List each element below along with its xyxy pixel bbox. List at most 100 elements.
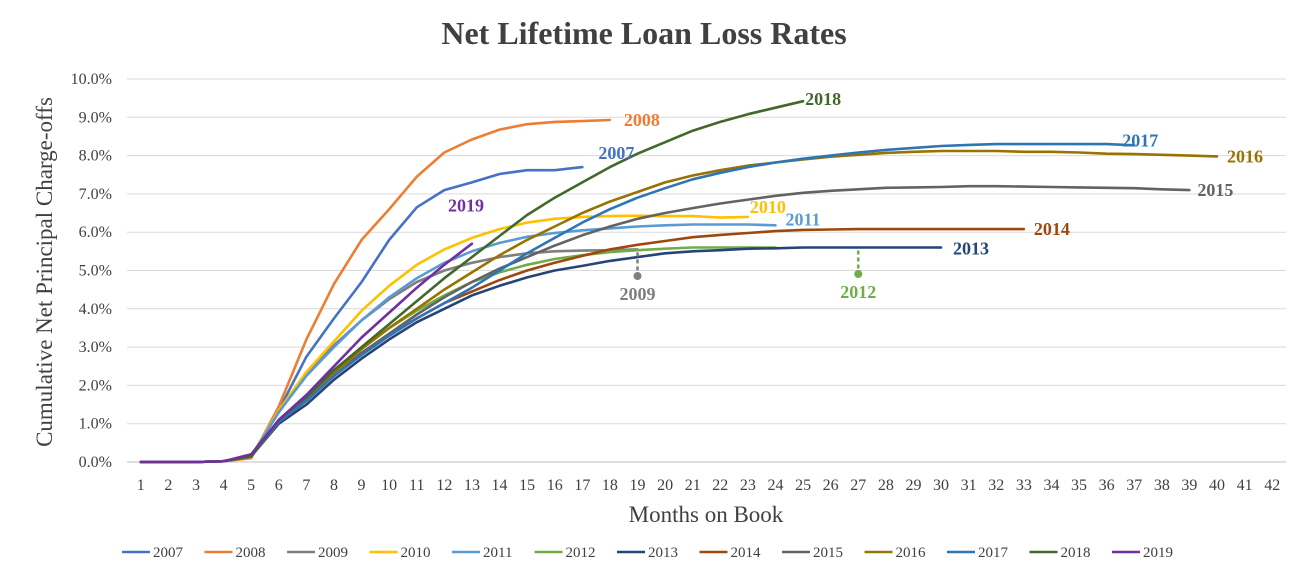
x-tick-label: 17 <box>574 477 590 494</box>
y-tick-label: 10.0% <box>71 71 112 88</box>
y-tick-label: 4.0% <box>79 301 112 318</box>
legend-item-2013: 2013 <box>617 545 678 561</box>
legend-item-2012: 2012 <box>534 545 596 561</box>
x-tick-label: 30 <box>933 477 949 494</box>
x-tick-label: 21 <box>685 477 701 494</box>
x-tick-label: 2 <box>164 477 172 494</box>
legend-label: 2007 <box>153 545 184 561</box>
annotation-dot-2012 <box>854 270 863 278</box>
series-line-2019 <box>139 242 474 464</box>
legend-item-2007: 2007 <box>122 545 184 561</box>
series-label-2010: 2010 <box>750 197 786 217</box>
x-tick-label: 20 <box>657 477 673 494</box>
x-tick-label: 12 <box>436 477 452 494</box>
x-tick-label: 5 <box>247 477 255 494</box>
x-tick-label: 33 <box>1016 477 1032 494</box>
series-line-2015 <box>139 184 1191 464</box>
legend-label: 2016 <box>896 545 927 561</box>
series-line-2013 <box>139 246 943 464</box>
y-tick-label: 3.0% <box>79 339 112 356</box>
legend-item-2019: 2019 <box>1112 545 1173 561</box>
legend-label: 2013 <box>648 545 678 561</box>
x-tick-label: 42 <box>1264 477 1280 494</box>
legend-label: 2017 <box>978 545 1009 561</box>
x-tick-label: 41 <box>1237 477 1253 494</box>
x-tick-label: 4 <box>220 477 228 494</box>
x-tick-label: 9 <box>358 477 366 494</box>
legend-label: 2009 <box>318 545 348 561</box>
x-axis-title: Months on Book <box>629 502 784 527</box>
x-axis-ticks: 1 2 3 4 5 6 7 8 9 10 11 12 13 14 15 16 17 18 19 20 21 22 23 24 2… <box>137 477 1280 494</box>
y-tick-label: 2.0% <box>79 377 112 394</box>
legend-item-2009: 2009 <box>287 545 348 561</box>
series-label-2018: 2018 <box>805 89 841 109</box>
x-tick-label: 13 <box>464 477 480 494</box>
x-tick-label: 23 <box>740 477 756 494</box>
annotation-dot-2009 <box>633 272 642 280</box>
x-tick-label: 32 <box>988 477 1004 494</box>
series-line-2016 <box>139 149 1219 464</box>
x-tick-label: 8 <box>330 477 338 494</box>
legend-label: 2018 <box>1061 545 1091 561</box>
x-tick-label: 1 <box>137 477 145 494</box>
x-tick-label: 22 <box>712 477 728 494</box>
y-tick-label: 5.0% <box>79 263 112 280</box>
x-tick-label: 19 <box>630 477 646 494</box>
series-lines <box>139 99 1219 464</box>
x-tick-label: 18 <box>602 477 618 494</box>
x-tick-label: 25 <box>795 477 811 494</box>
legend-label: 2012 <box>566 545 596 561</box>
legend-item-2018: 2018 <box>1029 545 1091 561</box>
x-tick-label: 28 <box>878 477 894 494</box>
x-tick-label: 31 <box>961 477 977 494</box>
legend-label: 2014 <box>731 545 762 561</box>
series-label-2019: 2019 <box>448 196 484 216</box>
series-label-2011: 2011 <box>785 209 820 229</box>
y-tick-label: 9.0% <box>79 109 112 126</box>
legend-label: 2010 <box>401 545 431 561</box>
legend-item-2010: 2010 <box>369 545 431 561</box>
legend-label: 2019 <box>1143 545 1173 561</box>
x-tick-label: 35 <box>1071 477 1087 494</box>
series-line-2009 <box>139 248 639 464</box>
series-line-2011 <box>139 223 777 464</box>
y-tick-label: 1.0% <box>79 416 112 433</box>
x-tick-label: 26 <box>823 477 839 494</box>
legend-item-2015: 2015 <box>782 545 843 561</box>
y-tick-label: 8.0% <box>79 148 112 165</box>
series-label-2016: 2016 <box>1227 146 1263 166</box>
series-label-2009: 2009 <box>620 284 656 304</box>
legend-item-2014: 2014 <box>699 545 762 561</box>
x-tick-label: 40 <box>1209 477 1225 494</box>
x-tick-label: 6 <box>275 477 283 494</box>
series-label-2014: 2014 <box>1034 219 1070 239</box>
x-tick-label: 7 <box>302 477 310 494</box>
x-tick-label: 39 <box>1181 477 1197 494</box>
legend-item-2016: 2016 <box>864 545 927 561</box>
x-tick-label: 10 <box>381 477 397 494</box>
x-tick-label: 15 <box>519 477 535 494</box>
legend-label: 2015 <box>813 545 843 561</box>
legend: 2007 2008 2009 2010 2011 2012 2013 2014 2015 2016… <box>122 545 1173 561</box>
x-tick-label: 37 <box>1126 477 1142 494</box>
y-axis-ticks: 0.0% 1.0% 2.0% 3.0% 4.0% 5.0% 6.0% 7.0% 8.0% 9.0%… <box>71 71 112 471</box>
chart-title: Net Lifetime Loan Loss Rates <box>441 15 846 51</box>
series-label-2017: 2017 <box>1122 130 1158 150</box>
series-line-2018 <box>139 99 805 464</box>
x-tick-label: 27 <box>850 477 866 494</box>
x-tick-label: 16 <box>547 477 563 494</box>
x-tick-label: 38 <box>1154 477 1170 494</box>
legend-item-2008: 2008 <box>204 545 266 561</box>
series-label-2008: 2008 <box>624 110 660 130</box>
x-tick-label: 14 <box>492 477 508 494</box>
series-label-2007: 2007 <box>598 143 634 163</box>
series-line-2007 <box>139 165 584 464</box>
legend-item-2011: 2011 <box>452 545 512 561</box>
legend-label: 2008 <box>236 545 266 561</box>
x-tick-label: 29 <box>905 477 921 494</box>
x-tick-label: 34 <box>1043 477 1059 494</box>
y-tick-label: 6.0% <box>79 224 112 241</box>
y-tick-label: 0.0% <box>79 454 112 471</box>
